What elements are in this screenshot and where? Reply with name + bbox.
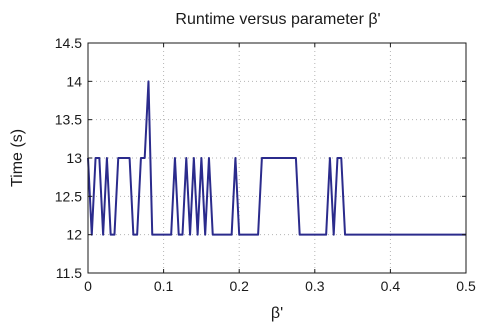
y-tick-label: 12.5 — [55, 188, 82, 204]
y-tick-label: 13.5 — [55, 112, 82, 128]
y-tick-label: 14.5 — [55, 35, 82, 51]
x-tick-label: 0.3 — [305, 278, 325, 294]
y-tick-label: 11.5 — [56, 265, 82, 281]
y-tick-label: 13 — [66, 150, 82, 166]
x-tick-label: 0.5 — [456, 278, 476, 294]
x-tick-label: 0.4 — [381, 278, 401, 294]
y-axis-label: Time (s) — [9, 129, 26, 187]
chart-title: Runtime versus parameter β' — [175, 11, 380, 28]
x-tick-label: 0.2 — [229, 278, 249, 294]
x-axis-label: β' — [271, 305, 283, 322]
axis-ticks: 0 0.1 0.2 0.3 0.4 0.5 11.5 12 12.5 13 13.5 14 14.5 — [55, 35, 476, 294]
x-tick-label: 0.1 — [154, 278, 174, 294]
data-series-line — [87, 80, 466, 236]
series-line — [87, 80, 466, 236]
y-tick-label: 14 — [66, 73, 82, 89]
y-tick-label: 12 — [66, 227, 82, 243]
x-tick-label: 0 — [84, 278, 92, 294]
